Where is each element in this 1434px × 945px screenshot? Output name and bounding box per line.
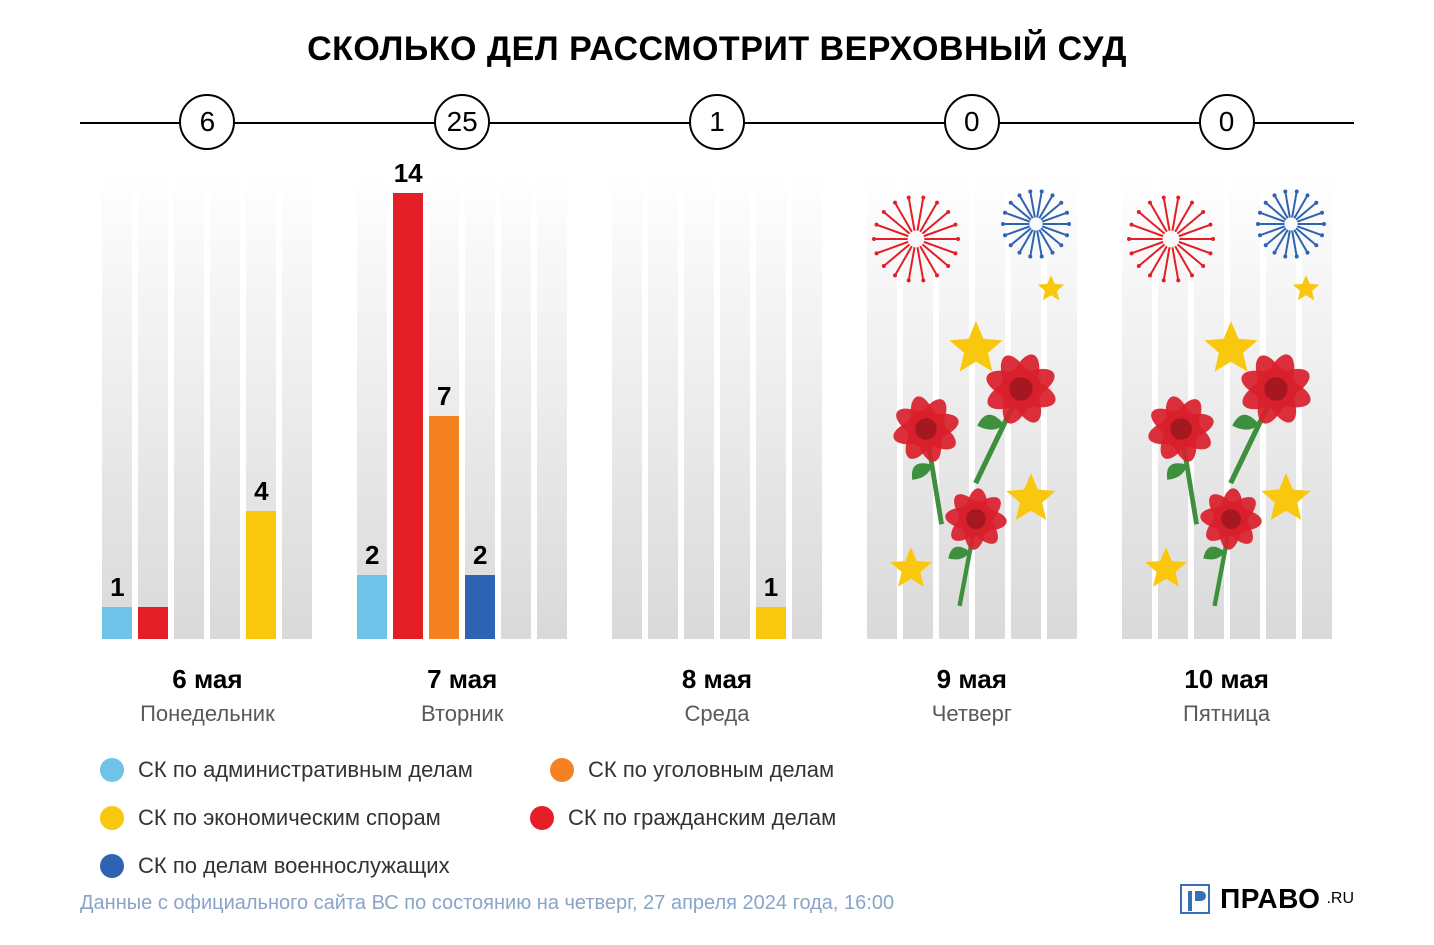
timeline-total: 0 [944,94,1000,150]
day-label: 8 мая Среда [601,664,833,727]
bar-value-label: 4 [254,476,268,511]
legend-swatch [100,806,124,830]
day-label: 7 мая Вторник [346,664,578,727]
legend: СК по административным делам СК по уголов… [60,727,1374,879]
bar-econ: 1 [756,607,786,639]
day-panel: 14 [91,169,323,639]
ghost-bar [1011,169,1041,639]
legend-swatch [550,758,574,782]
bar-military: 2 [465,575,495,639]
legend-swatch [530,806,554,830]
bar-admin: 1 [102,607,132,639]
source-note: Данные с официального сайта ВС по состоя… [80,892,894,915]
bar-value-label: 1 [764,572,778,607]
day-label: 9 мая Четверг [856,664,1088,727]
bar-value-label: 1 [110,572,124,607]
legend-item-econ: СК по экономическим спорам [100,805,480,831]
timeline-total: 25 [434,94,490,150]
ghost-bar [1302,169,1332,639]
bar-civil [138,607,168,639]
day-date: 8 мая [601,664,833,695]
brand-suffix: .RU [1326,890,1354,908]
day-label: 6 мая Понедельник [91,664,323,727]
bar-value-label: 7 [437,381,451,416]
day-panel: 1 [601,169,833,639]
brand-icon [1180,884,1210,914]
day-dow: Пятница [1111,701,1343,727]
legend-item-military: СК по делам военнослужащих [100,853,480,879]
ghost-bar [1266,169,1296,639]
legend-label: СК по делам военнослужащих [138,853,450,879]
bar-civil: 14 [393,193,423,640]
bar-criminal: 7 [429,416,459,639]
day-dow: Понедельник [91,701,323,727]
day-date: 6 мая [91,664,323,695]
day-date: 9 мая [856,664,1088,695]
day-date: 10 мая [1111,664,1343,695]
ghost-bar [1122,169,1152,639]
timeline-total: 1 [689,94,745,150]
ghost-bar [1194,169,1224,639]
ghost-bar [975,169,1005,639]
ghost-bar [867,169,897,639]
day-panel [856,169,1088,639]
bar-value-label: 2 [365,540,379,575]
bar-value-label: 14 [394,158,423,193]
legend-swatch [100,758,124,782]
timeline-total: 0 [1199,94,1255,150]
chart-panels: 14214721 [60,169,1374,639]
day-dow: Вторник [346,701,578,727]
ghost-bar [1230,169,1260,639]
legend-label: СК по гражданским делам [568,805,836,831]
day-date: 7 мая [346,664,578,695]
legend-label: СК по экономическим спорам [138,805,441,831]
day-dow: Четверг [856,701,1088,727]
legend-swatch [100,854,124,878]
day-dow: Среда [601,701,833,727]
legend-item-criminal: СК по уголовным делам [550,757,930,783]
day-panel [1111,169,1343,639]
legend-item-civil: СК по гражданским делам [530,805,930,831]
bar-econ: 4 [246,511,276,639]
timeline: 6 25 1 0 0 [80,94,1354,154]
day-label: 10 мая Пятница [1111,664,1343,727]
timeline-total: 6 [179,94,235,150]
ghost-bar [1047,169,1077,639]
brand-logo: ПРАВО .RU [1180,883,1354,915]
bar-value-label: 2 [473,540,487,575]
bar-admin: 2 [357,575,387,639]
day-panel: 21472 [346,169,578,639]
brand-name: ПРАВО [1220,883,1320,915]
ghost-bar [903,169,933,639]
ghost-bar [1158,169,1188,639]
legend-item-admin: СК по административным делам [100,757,500,783]
page-title: СКОЛЬКО ДЕЛ РАССМОТРИТ ВЕРХОВНЫЙ СУД [60,30,1374,69]
legend-label: СК по административным делам [138,757,473,783]
ghost-bar [939,169,969,639]
day-labels: 6 мая Понедельник 7 мая Вторник 8 мая Среда 9 … [60,664,1374,727]
legend-label: СК по уголовным делам [588,757,834,783]
